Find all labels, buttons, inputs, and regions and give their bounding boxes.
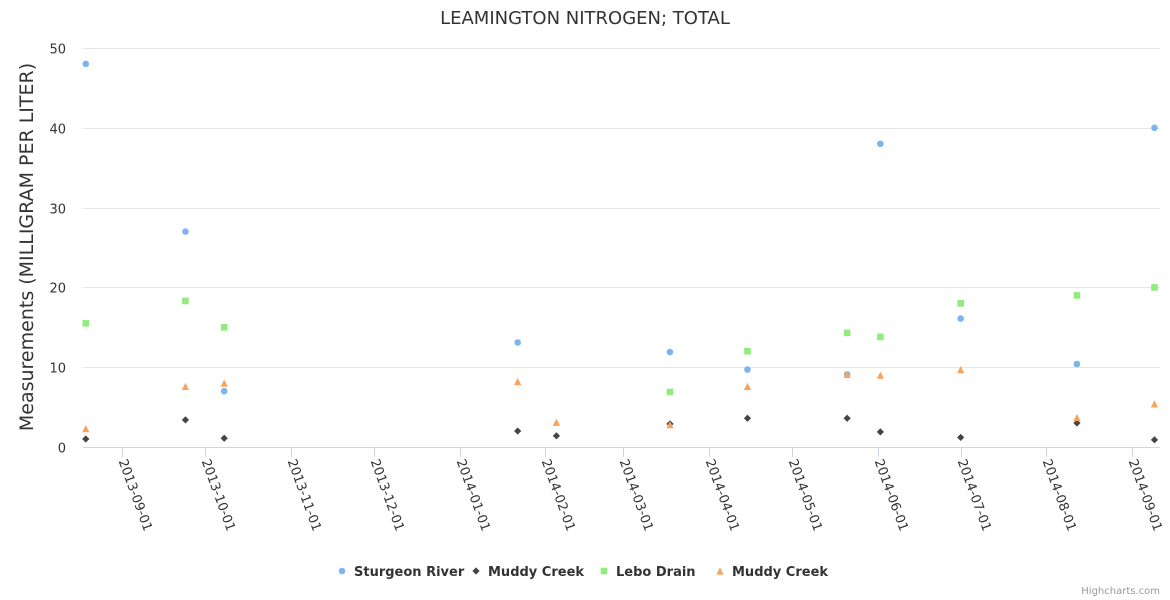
y-axis: 0 10 20 30 40 50 — [49, 43, 66, 457]
data-point[interactable] — [182, 228, 189, 235]
legend-symbol[interactable] — [600, 567, 608, 575]
legend-item[interactable]: Muddy Creek — [716, 565, 828, 580]
legend-label[interactable]: Muddy Creek — [732, 565, 828, 580]
data-point[interactable] — [744, 366, 751, 373]
data-point[interactable] — [666, 421, 674, 429]
data-point[interactable] — [957, 365, 965, 374]
data-point[interactable] — [743, 414, 752, 422]
data-point[interactable] — [182, 297, 189, 305]
data-point[interactable] — [514, 339, 521, 346]
data-point[interactable] — [220, 379, 228, 387]
legend[interactable]: Sturgeon River Muddy Creek Lebo Drain Muddy… — [338, 565, 829, 580]
data-point[interactable] — [666, 388, 674, 396]
data-point[interactable] — [514, 377, 522, 386]
data-point[interactable] — [82, 435, 90, 443]
y-tick-label: 30 — [49, 203, 66, 218]
legend-item[interactable]: Lebo Drain — [600, 565, 696, 580]
y-tick-label: 20 — [49, 282, 66, 297]
data-point[interactable] — [1073, 360, 1081, 368]
y-tick-label: 0 — [58, 442, 66, 457]
data-point[interactable] — [843, 414, 851, 422]
data-point[interactable] — [876, 428, 884, 436]
data-point[interactable] — [877, 140, 884, 148]
legend-symbol[interactable] — [472, 567, 480, 575]
data-point[interactable] — [552, 418, 561, 426]
data-point[interactable] — [876, 371, 884, 379]
y-tick-label: 50 — [49, 43, 66, 58]
data-point[interactable] — [82, 60, 90, 68]
data-point[interactable] — [877, 333, 884, 341]
legend-label[interactable]: Muddy Creek — [488, 565, 584, 580]
data-point[interactable] — [220, 324, 228, 331]
legend-label[interactable]: Sturgeon River — [354, 565, 465, 580]
data-point[interactable] — [552, 432, 561, 440]
y-axis-label: Measurements (MILLIGRAM PER LITER) — [16, 63, 38, 431]
data-point[interactable] — [843, 370, 851, 378]
credits-link[interactable]: Highcharts.com — [1081, 586, 1160, 597]
data-point[interactable] — [957, 433, 965, 442]
legend-item[interactable]: Sturgeon River — [338, 565, 465, 580]
data-point[interactable] — [220, 387, 228, 395]
y-tick-label: 10 — [49, 362, 66, 377]
data-point[interactable] — [181, 416, 190, 424]
data-point[interactable] — [843, 329, 851, 337]
data-point[interactable] — [1150, 400, 1159, 408]
data-point[interactable] — [1151, 124, 1158, 132]
data-point[interactable] — [1150, 436, 1159, 444]
data-point[interactable] — [220, 434, 228, 442]
data-point[interactable] — [82, 425, 90, 433]
data-point[interactable] — [82, 320, 90, 327]
data-point[interactable] — [514, 427, 522, 435]
chart-title: LEAMINGTON NITROGEN; TOTAL — [440, 8, 730, 29]
legend-symbol[interactable] — [338, 567, 346, 575]
data-point[interactable] — [744, 347, 751, 355]
series-2 — [82, 414, 1159, 444]
data-point[interactable] — [743, 382, 752, 390]
data-point[interactable] — [1073, 413, 1081, 422]
data-point[interactable] — [1073, 419, 1081, 427]
y-tick-label: 40 — [49, 123, 66, 138]
data-point[interactable] — [957, 300, 964, 307]
data-point[interactable] — [666, 348, 674, 356]
plot-area — [82, 60, 1159, 444]
legend-label[interactable]: Lebo Drain — [616, 565, 696, 580]
legend-symbol[interactable] — [716, 567, 724, 575]
data-point[interactable] — [1073, 292, 1081, 299]
legend-item[interactable]: Muddy Creek — [472, 565, 584, 580]
data-point[interactable] — [181, 382, 190, 390]
series-4 — [82, 365, 1159, 433]
series-3 — [82, 284, 1158, 396]
data-point[interactable] — [1151, 284, 1158, 291]
gridlines — [83, 48, 1160, 368]
data-point[interactable] — [957, 315, 964, 322]
